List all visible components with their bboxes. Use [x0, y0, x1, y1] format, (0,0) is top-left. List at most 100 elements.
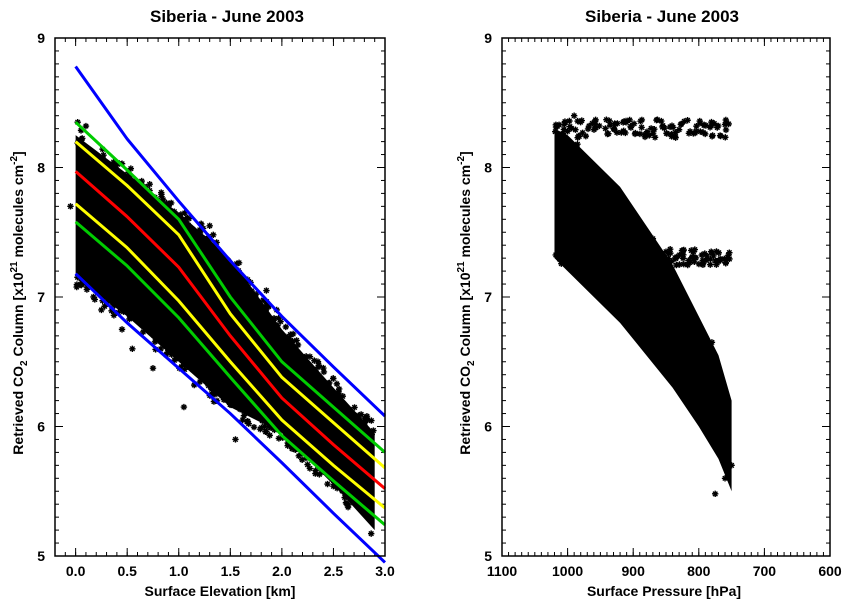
scatter-point — [196, 371, 204, 379]
scatter-point — [220, 396, 228, 403]
scatter-point — [725, 120, 732, 128]
scatter-point — [715, 122, 722, 130]
scatter-point — [274, 322, 281, 329]
scatter-point — [712, 436, 719, 443]
scatter-point — [328, 473, 336, 481]
scatter-point — [271, 426, 278, 434]
scatter-point — [717, 257, 724, 264]
scatter-point — [299, 448, 307, 455]
scatter-point — [642, 253, 650, 261]
scatter-point — [289, 330, 297, 338]
scatter-point — [629, 262, 637, 270]
scatter-point — [313, 371, 320, 379]
scatter-point — [325, 468, 332, 476]
scatter-point — [602, 125, 609, 132]
scatter-point — [199, 234, 206, 241]
scatter-point — [572, 126, 579, 133]
scatter-point — [616, 258, 624, 265]
scatter-point — [159, 336, 167, 343]
scatter-point — [590, 258, 598, 266]
scatter-point — [267, 424, 275, 432]
scatter-point — [285, 431, 292, 439]
scatter-point — [111, 167, 119, 175]
scatter-point — [258, 417, 266, 424]
x-tick-label: 1000 — [552, 563, 583, 579]
scatter-point — [243, 418, 251, 425]
scatter-point — [603, 116, 610, 123]
scatter-point — [561, 121, 568, 128]
y-tick-label: 5 — [37, 548, 45, 564]
series-line-0 — [74, 65, 387, 418]
ylabel-suffix: molecules cm — [10, 165, 26, 262]
scatter-point — [649, 130, 657, 137]
scatter-point — [597, 253, 604, 260]
scatter-point — [261, 423, 268, 430]
scatter-point — [157, 345, 165, 353]
scatter-point — [77, 127, 85, 134]
scatter-point — [584, 125, 592, 133]
scatter-point — [566, 117, 573, 125]
scatter-point — [232, 436, 239, 443]
scatter-point — [567, 255, 575, 262]
scatter-point — [163, 200, 170, 207]
chart-right-xlabel: Surface Pressure [hPa] — [587, 583, 741, 599]
scatter-point — [213, 239, 220, 246]
scatter-point — [609, 246, 616, 253]
scatter-point — [665, 255, 672, 262]
scatter-point — [722, 260, 729, 267]
scatter-point — [566, 123, 574, 130]
scatter-point — [646, 246, 653, 253]
scatter-point — [681, 118, 688, 125]
scatter-point — [155, 336, 162, 343]
scatter-point — [671, 133, 679, 140]
scatter-point — [342, 404, 349, 411]
y-tick-label: 7 — [484, 289, 492, 305]
scatter-point — [341, 494, 348, 501]
scatter-point — [205, 382, 212, 389]
x-tick-label: 1100 — [487, 563, 518, 579]
scatter-point — [658, 117, 665, 125]
scatter-point — [189, 366, 196, 373]
scatter-point — [619, 246, 627, 254]
scatter-point — [181, 366, 188, 373]
scatter-point — [330, 483, 337, 490]
scatter-point — [725, 252, 732, 259]
chart-left-plot-area — [67, 65, 387, 564]
scatter-point — [699, 129, 707, 136]
scatter-point — [665, 250, 672, 257]
ylabel-prefix: Retrieved CO — [457, 366, 473, 455]
scatter-point — [160, 196, 167, 204]
scatter-point — [282, 433, 290, 440]
scatter-point — [559, 246, 567, 254]
scatter-point — [339, 393, 347, 400]
scatter-point — [289, 337, 296, 345]
scatter-point — [289, 341, 296, 348]
scatter-point — [67, 203, 74, 210]
scatter-point — [707, 261, 714, 268]
scatter-point — [693, 122, 700, 130]
scatter-point — [610, 253, 617, 260]
scatter-point — [210, 231, 217, 239]
scatter-point — [647, 125, 655, 132]
scatter-point — [577, 118, 584, 126]
scatter-point — [659, 252, 666, 260]
scatter-point — [168, 351, 175, 358]
scatter-point — [677, 121, 685, 128]
scatter-point — [722, 126, 730, 134]
scatter-point — [710, 252, 717, 260]
scatter-point — [208, 386, 215, 393]
scatter-point — [306, 353, 314, 360]
scatter-point — [717, 132, 724, 140]
scatter-point — [151, 195, 159, 203]
scatter-point — [275, 435, 283, 442]
scatter-point — [570, 112, 578, 119]
scatter-point — [171, 208, 178, 215]
scatter-point — [721, 121, 729, 128]
scatter-point — [206, 244, 214, 251]
scatter-point — [684, 117, 691, 124]
y-tick-label: 5 — [484, 548, 492, 564]
scatter-point — [210, 398, 218, 405]
scatter-point — [622, 129, 629, 137]
scatter-point — [350, 413, 358, 421]
scatter-point — [82, 122, 90, 130]
